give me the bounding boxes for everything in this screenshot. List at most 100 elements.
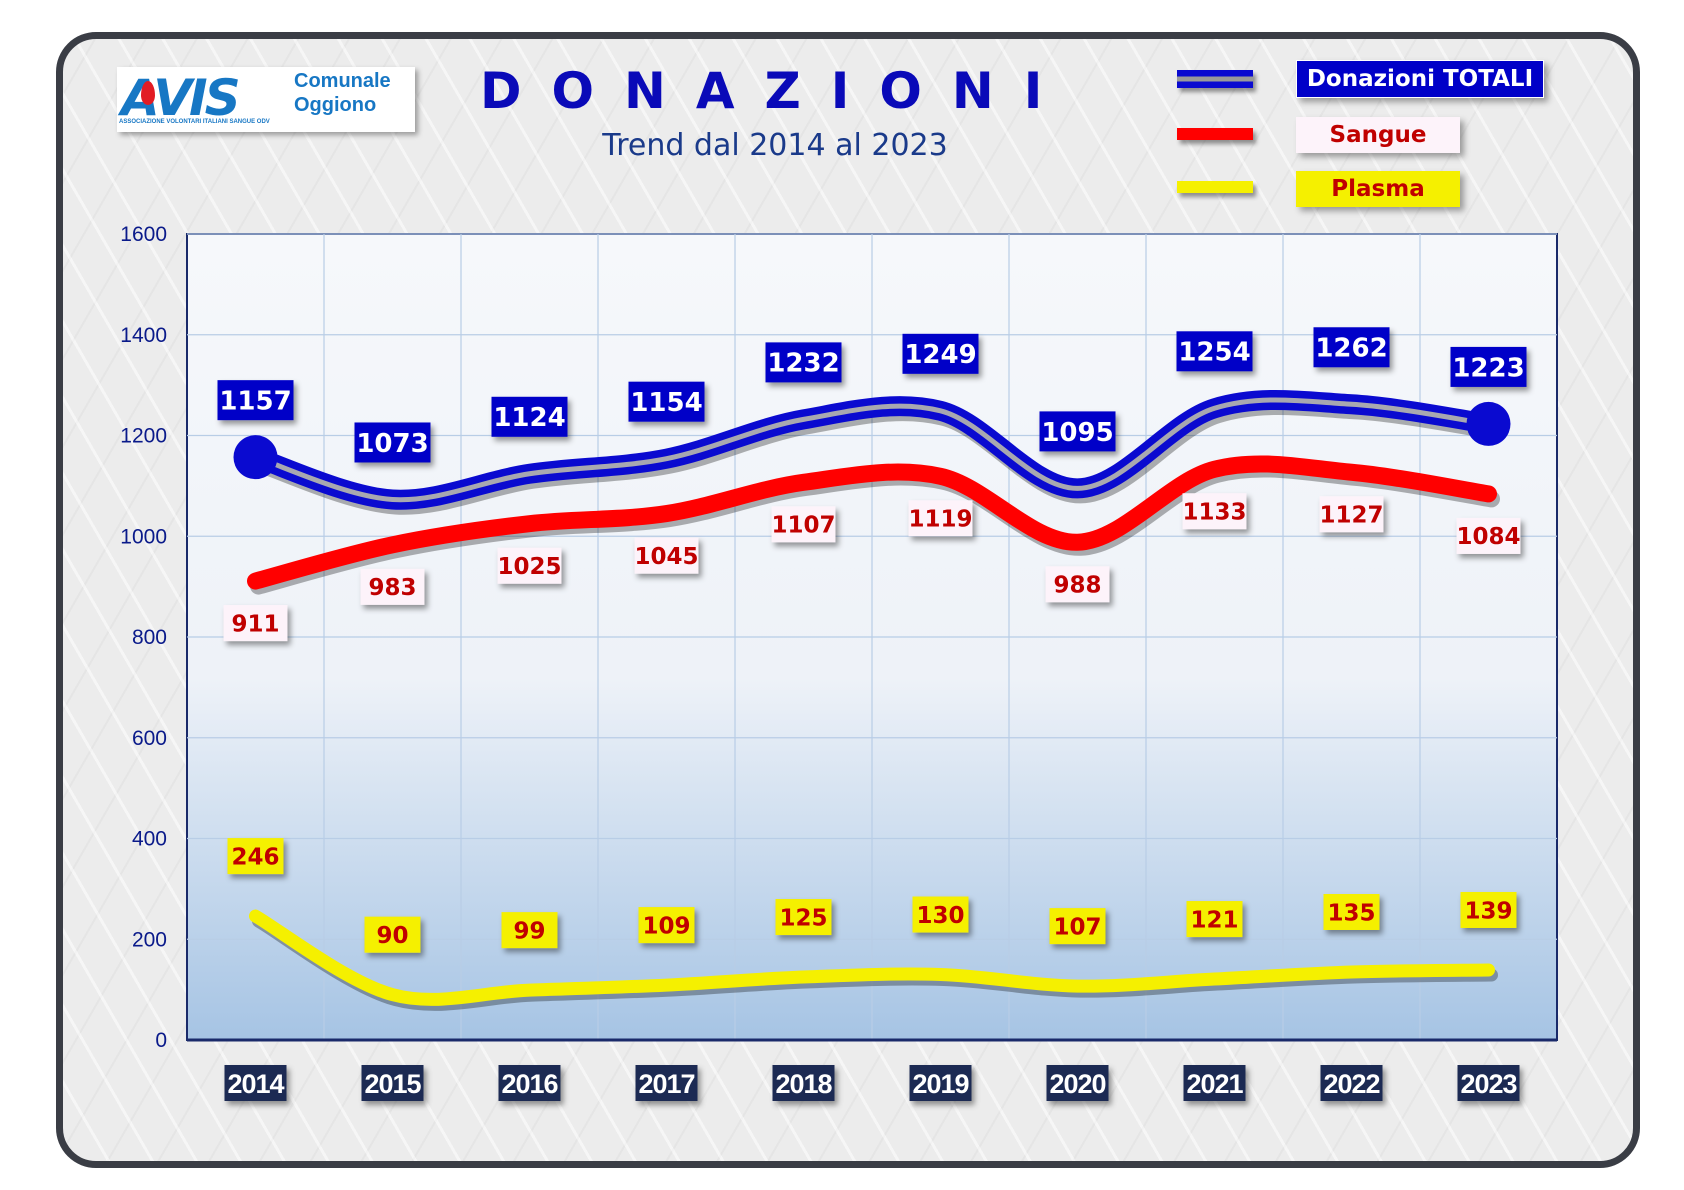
- legend-label-totali: Donazioni TOTALI: [1296, 60, 1544, 98]
- legend-line-plasma: [1177, 181, 1253, 193]
- x-tick-label: 2014: [227, 1069, 284, 1099]
- data-label-box: [501, 912, 558, 949]
- x-tick-box: [1457, 1065, 1520, 1101]
- data-label-text: 1157: [219, 387, 291, 417]
- data-label-box: [227, 838, 284, 875]
- data-label-box: [638, 907, 695, 944]
- data-label-text: 983: [368, 575, 416, 601]
- data-label-sangue: 1127: [1319, 496, 1384, 533]
- x-tick-label: 2022: [1323, 1069, 1379, 1099]
- data-label-text: 1025: [497, 554, 561, 580]
- data-label-text: 135: [1327, 900, 1375, 926]
- data-label-text: 99: [513, 918, 545, 944]
- y-tick-label: 800: [132, 626, 167, 649]
- y-tick-label: 1600: [120, 223, 167, 246]
- data-label-plasma: 125: [775, 899, 832, 936]
- data-label-box: [908, 500, 973, 537]
- x-tick-label: 2015: [364, 1069, 421, 1099]
- data-label-text: 90: [376, 923, 408, 949]
- y-tick-label: 1000: [120, 525, 167, 548]
- chart-title: DONAZIONI: [480, 62, 1073, 120]
- data-label-box: [771, 506, 836, 543]
- data-label-text: 1084: [1456, 524, 1520, 550]
- data-label-plasma: 121: [1186, 901, 1243, 938]
- data-label-text: 1095: [1041, 418, 1113, 448]
- x-tick-box: [772, 1065, 835, 1101]
- data-label-sangue: 1084: [1456, 517, 1521, 554]
- x-tick-label: 2023: [1460, 1069, 1517, 1099]
- logo-text: Comunale Oggiono: [294, 69, 391, 117]
- data-label-sangue: 1107: [771, 506, 836, 543]
- data-label-totali: 1254: [1176, 331, 1253, 372]
- data-label-box: [765, 342, 842, 383]
- data-label-text: 125: [779, 905, 827, 931]
- x-tick-box: [224, 1065, 287, 1101]
- data-label-text: 988: [1053, 573, 1101, 599]
- data-label-box: [1456, 517, 1521, 554]
- data-label-box: [1313, 327, 1390, 368]
- data-label-box: [1186, 901, 1243, 938]
- data-label-text: 139: [1464, 898, 1512, 924]
- data-label-sangue: 1025: [497, 547, 562, 584]
- data-label-box: [354, 422, 431, 463]
- data-label-text: 1073: [356, 429, 428, 459]
- data-label-text: 1154: [630, 388, 702, 418]
- data-label-text: 246: [231, 844, 279, 870]
- x-tick-box: [635, 1065, 698, 1101]
- data-label-box: [1323, 893, 1380, 930]
- logo-line2: Oggiono: [294, 94, 377, 116]
- x-tick-box: [361, 1065, 424, 1101]
- x-tick-label: 2020: [1049, 1069, 1105, 1099]
- data-label-totali: 1124: [491, 396, 568, 437]
- data-label-sangue: 1119: [908, 500, 973, 537]
- data-label-text: 1119: [908, 507, 972, 533]
- data-label-plasma: 139: [1460, 891, 1517, 928]
- data-label-text: 1223: [1452, 353, 1524, 383]
- logo-line1: Comunale: [294, 70, 391, 92]
- data-label-box: [1039, 411, 1116, 452]
- series-endpoint-marker: [1466, 401, 1511, 446]
- y-tick-label: 1400: [120, 324, 167, 347]
- data-label-text: 1262: [1315, 334, 1387, 364]
- data-label-text: 1127: [1319, 503, 1383, 529]
- data-label-box: [1045, 566, 1110, 603]
- legend-line-sangue: [1177, 128, 1253, 140]
- data-label-box: [902, 333, 979, 374]
- legend-label-plasma: Plasma: [1296, 171, 1460, 207]
- x-tick-box: [1183, 1065, 1246, 1101]
- chart-subtitle: Trend dal 2014 al 2023: [602, 128, 948, 163]
- y-tick-label: 200: [132, 928, 167, 951]
- x-tick-box: [1046, 1065, 1109, 1101]
- data-label-plasma: 130: [912, 896, 969, 933]
- data-label-text: 130: [916, 903, 964, 929]
- data-label-totali: 1223: [1450, 346, 1527, 387]
- data-label-sangue: 911: [223, 605, 288, 642]
- data-label-sangue: 1045: [634, 537, 699, 574]
- data-label-box: [775, 899, 832, 936]
- x-tick-box: [498, 1065, 561, 1101]
- data-label-box: [628, 381, 705, 422]
- data-label-box: [1182, 493, 1247, 530]
- x-tick-label: 2019: [912, 1069, 969, 1099]
- data-label-box: [217, 380, 294, 421]
- data-label-text: 1133: [1182, 500, 1246, 526]
- data-label-text: 911: [231, 611, 279, 637]
- data-label-sangue: 988: [1045, 566, 1110, 603]
- data-label-box: [491, 396, 568, 437]
- series-endpoint-marker: [233, 435, 278, 480]
- data-label-box: [1450, 346, 1527, 387]
- data-label-box: [1176, 331, 1253, 372]
- data-label-box: [223, 605, 288, 642]
- data-label-plasma: 90: [364, 916, 421, 953]
- data-label-text: 107: [1053, 914, 1101, 940]
- data-label-totali: 1157: [217, 380, 294, 421]
- logo-tagline: ASSOCIAZIONE VOLONTARI ITALIANI SANGUE O…: [119, 119, 270, 125]
- x-tick-box: [1320, 1065, 1383, 1101]
- data-label-box: [634, 537, 699, 574]
- data-label-plasma: 99: [501, 912, 558, 949]
- y-tick-label: 600: [132, 727, 167, 750]
- data-label-text: 1232: [767, 349, 839, 379]
- legend-line-totali: [1177, 70, 1253, 88]
- series-line-totali: [253, 397, 1491, 503]
- data-label-text: 1107: [771, 513, 835, 539]
